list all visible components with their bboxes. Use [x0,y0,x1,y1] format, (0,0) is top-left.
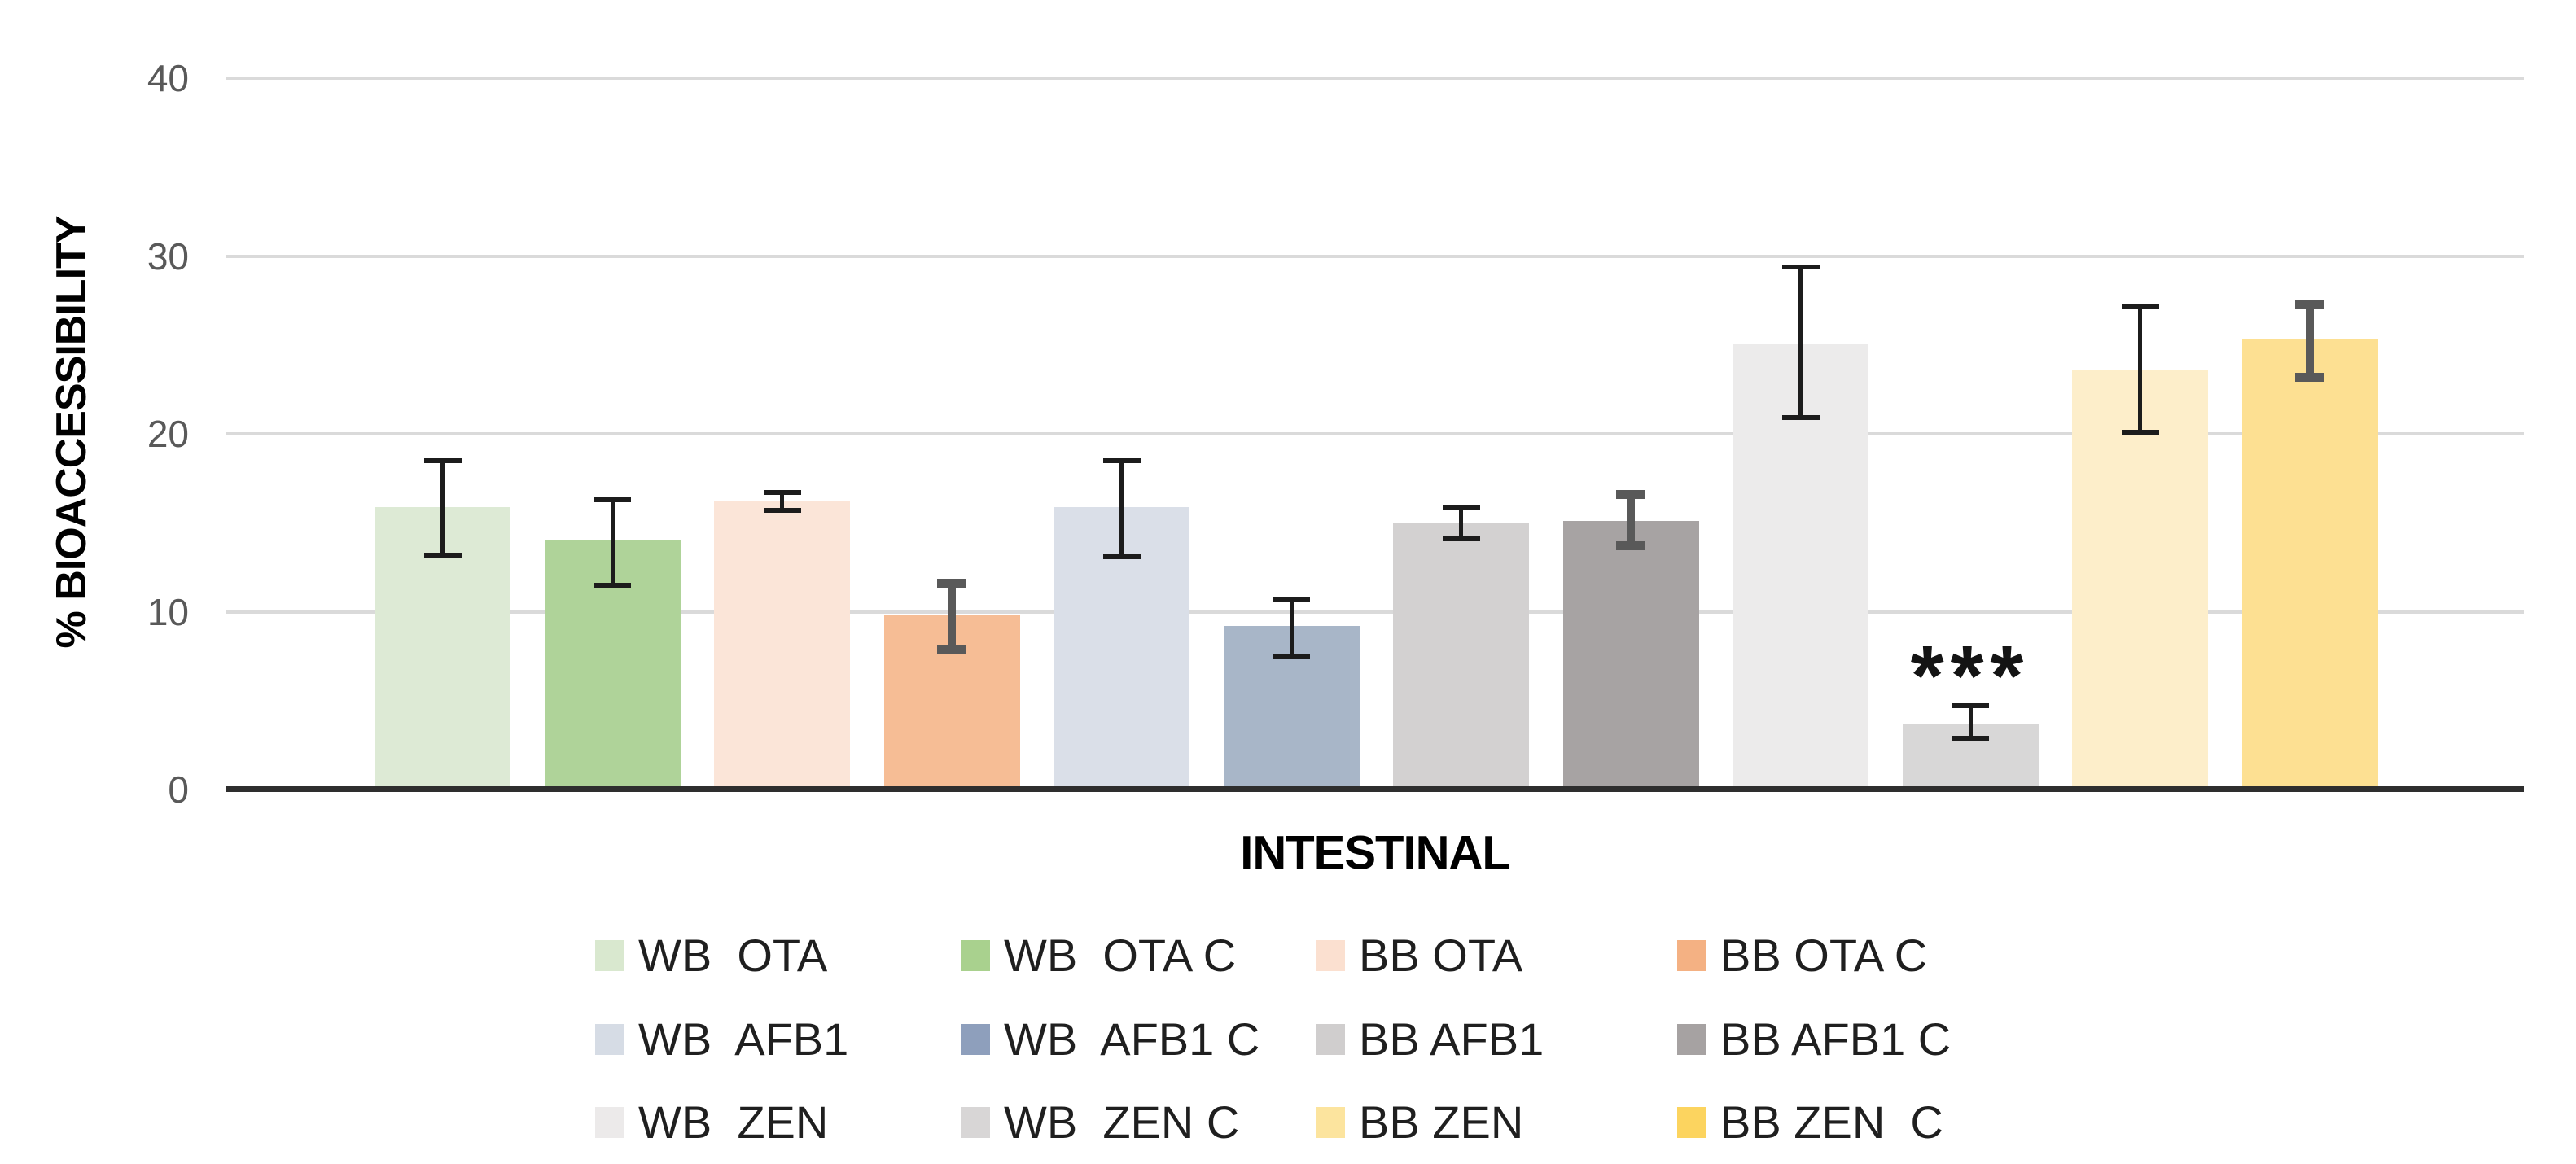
legend-item-bb-afb1-c: BB AFB1 C [1677,1013,1951,1066]
error-bar-wb-zen [1798,266,1803,418]
error-bar-cap-top-wb-afb1 [1102,457,1141,463]
legend-item-wb-ota-c: WB OTA C [961,930,1236,982]
legend-swatch-wb-afb1 [595,1024,624,1055]
error-bar-wb-ota [440,460,445,555]
gridline-10 [226,610,2524,614]
error-bar-cap-bottom-bb-ota [763,507,801,513]
legend-item-wb-ota: WB OTA [595,930,827,982]
legend-swatch-wb-ota [595,940,624,971]
legend-item-bb-zen: BB ZEN [1316,1096,1523,1149]
legend-item-wb-zen: WB ZEN [595,1096,828,1149]
error-bar-bb-afb1-c [1627,494,1635,546]
error-bar-cap-top-wb-ota [423,457,462,463]
legend-label-wb-afb1: WB AFB1 [638,1013,849,1065]
legend-label-bb-ota-c: BB OTA C [1720,930,1928,981]
legend-label-wb-ota-c: WB OTA C [1004,930,1237,981]
gridline-20 [226,432,2524,435]
legend-swatch-wb-zen [595,1107,624,1138]
error-bar-cap-top-bb-afb1-c [1616,489,1645,499]
error-bar-bb-afb1 [1459,506,1463,539]
error-bar-cap-top-wb-zen [1781,264,1820,269]
legend-item-wb-afb1-c: WB AFB1 C [961,1013,1260,1066]
legend-item-wb-zen-c: WB ZEN C [961,1096,1239,1149]
legend-item-bb-ota: BB OTA [1316,930,1522,982]
legend-item-bb-zen-c: BB ZEN C [1677,1096,1943,1149]
error-bar-cap-bottom-bb-zen [2121,429,2159,435]
error-bar-wb-afb1-c [1289,599,1294,657]
legend-label-bb-afb1: BB AFB1 [1359,1013,1544,1065]
error-bar-cap-top-bb-ota [763,490,801,496]
significance-annotation: *** [1910,628,2031,724]
y-tick-label-20: 20 [147,413,189,455]
bar-bb-zen [2072,370,2208,786]
legend-label-bb-zen-c: BB ZEN C [1720,1096,1943,1148]
error-bar-bb-ota [780,492,784,510]
error-bar-cap-top-bb-ota-c [937,579,966,589]
error-bar-cap-top-bb-zen [2121,303,2159,309]
error-bar-cap-top-wb-zen-c [1952,703,1989,709]
legend-swatch-bb-ota-c [1677,940,1706,971]
y-tick-label-30: 30 [147,234,189,278]
error-bar-cap-bottom-wb-afb1 [1102,554,1141,559]
error-bar-cap-top-bb-zen-c [2295,299,2324,309]
y-tick-label-10: 10 [147,590,189,633]
error-bar-wb-ota-c [610,499,615,585]
gridline-30 [226,254,2524,258]
error-bar-cap-top-wb-ota-c [594,497,631,502]
legend-label-wb-afb1-c: WB AFB1 C [1004,1013,1260,1065]
y-tick-label-0: 0 [168,768,189,811]
bar-bb-afb1-c [1562,521,1699,786]
legend-swatch-bb-zen [1316,1107,1345,1138]
error-bar-cap-bottom-wb-zen-c [1952,735,1989,741]
legend-item-wb-afb1: WB AFB1 [595,1013,848,1066]
error-bar-bb-ota-c [948,583,956,650]
error-bar-bb-zen-c [2306,304,2314,378]
legend-swatch-bb-afb1 [1316,1024,1345,1055]
legend-label-wb-ota: WB OTA [638,930,828,981]
error-bar-cap-bottom-wb-zen [1781,415,1820,421]
legend-swatch-bb-afb1-c [1677,1024,1706,1055]
bar-bb-zen-c [2241,339,2378,786]
legend-swatch-bb-ota [1316,940,1345,971]
bar-bb-afb1 [1393,523,1529,786]
legend-swatch-wb-afb1-c [961,1024,990,1055]
legend-label-wb-zen-c: WB ZEN C [1004,1096,1240,1148]
error-bar-cap-bottom-bb-afb1-c [1616,541,1645,551]
legend-item-bb-ota-c: BB OTA C [1677,930,1927,982]
error-bar-cap-top-bb-afb1 [1442,504,1480,510]
x-axis-title: INTESTINAL [1240,826,1511,880]
error-bar-cap-bottom-bb-afb1 [1442,536,1480,541]
error-bar-cap-bottom-wb-ota-c [594,582,631,588]
error-bar-wb-afb1 [1119,460,1124,557]
error-bar-cap-bottom-wb-afb1-c [1273,654,1310,659]
legend-label-bb-zen: BB ZEN [1359,1096,1524,1148]
y-tick-label-40: 40 [147,57,189,99]
legend-item-bb-afb1: BB AFB1 [1316,1013,1544,1066]
x-axis-line [226,786,2524,792]
legend-label-bb-afb1-c: BB AFB1 C [1720,1013,1952,1065]
legend-swatch-wb-zen-c [961,1107,990,1138]
error-bar-bb-zen [2138,305,2142,432]
legend-label-bb-ota: BB OTA [1359,930,1523,981]
error-bar-wb-zen-c [1968,706,1973,738]
error-bar-cap-bottom-bb-ota-c [937,644,966,654]
error-bar-cap-top-wb-afb1-c [1273,597,1310,602]
legend-label-wb-zen: WB ZEN [638,1096,829,1148]
error-bar-cap-bottom-bb-zen-c [2295,372,2324,382]
legend-swatch-bb-zen-c [1677,1107,1706,1138]
legend-swatch-wb-ota-c [961,940,990,971]
error-bar-cap-bottom-wb-ota [423,552,462,558]
bar-bb-ota [714,501,850,786]
gridline-40 [226,77,2524,80]
